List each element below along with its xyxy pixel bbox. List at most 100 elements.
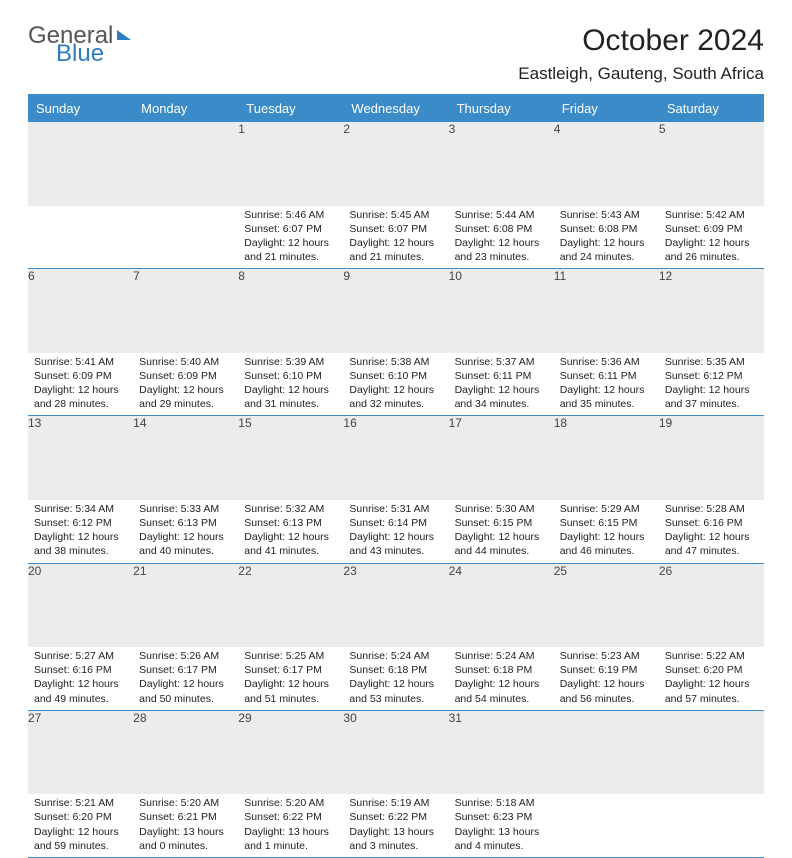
sunrise-line: Sunrise: 5:30 AM [455,503,535,515]
day-number-cell: 20 [28,563,133,647]
day-cell: Sunrise: 5:21 AMSunset: 6:20 PMDaylight:… [28,794,133,857]
day-number-cell: 9 [343,269,448,353]
day-number-cell: 14 [133,416,238,500]
daylight-line: Daylight: 13 hours and 0 minutes. [139,826,224,852]
day-number-cell: 17 [449,416,554,500]
daylight-line: Daylight: 12 hours and 28 minutes. [34,384,119,410]
daylight-line: Daylight: 12 hours and 26 minutes. [665,237,750,263]
sunrise-line: Sunrise: 5:31 AM [349,503,429,515]
sunset-line: Sunset: 6:20 PM [34,811,112,823]
day-number-cell: 10 [449,269,554,353]
logo-triangle-icon [117,30,131,40]
day-number-cell: 1 [238,122,343,206]
sunrise-line: Sunrise: 5:32 AM [244,503,324,515]
sunrise-line: Sunrise: 5:20 AM [244,797,324,809]
sunrise-line: Sunrise: 5:25 AM [244,650,324,662]
daylight-line: Daylight: 12 hours and 56 minutes. [560,678,645,704]
day-number-cell: 4 [554,122,659,206]
day-cell: Sunrise: 5:36 AMSunset: 6:11 PMDaylight:… [554,353,659,416]
sunset-line: Sunset: 6:09 PM [34,370,112,382]
daylight-line: Daylight: 12 hours and 41 minutes. [244,531,329,557]
day-cell: Sunrise: 5:33 AM Sunset: 6:13 PM Daylight:… [133,500,238,563]
day-cell: Sunrise: 5:44 AMSunset: 6:08 PMDaylight:… [449,206,554,269]
sunset-line: Sunset: 6:10 PM [244,370,322,382]
daylight-line: Daylight: 12 hours and 38 minutes. [34,531,119,557]
daylight-line: Daylight: 12 hours and 44 minutes. [455,531,540,557]
day-details: Sunrise: 5:25 AMSunset: 6:17 PMDaylight:… [238,647,343,710]
daylight-line: Daylight: 12 hours and 21 minutes. [244,237,329,263]
day-details: Sunrise: 5:27 AMSunset: 6:16 PMDaylight:… [28,647,133,710]
daylight-line: Daylight: 12 hours and 24 minutes. [560,237,645,263]
sunrise-line: Sunrise: 5:39 AM [244,356,324,368]
sunrise-line: Sunrise: 5:33 AM [139,503,219,515]
sunrise-line: Sunrise: 5:21 AM [34,797,114,809]
day-number-cell: 2 [343,122,448,206]
day-number-cell: 15 [238,416,343,500]
week-body-row: Sunrise: 5:27 AMSunset: 6:16 PMDaylight:… [28,647,764,710]
sunset-line: Sunset: 6:15 PM [455,517,533,529]
day-cell: Sunrise: 5:29 AMSunset: 6:15 PMDaylight:… [554,500,659,563]
day-cell: Sunrise: 5:26 AMSunset: 6:17 PMDaylight:… [133,647,238,710]
daylight-line: Daylight: 13 hours and 1 minute. [244,826,329,852]
day-cell: Sunrise: 5:45 AMSunset: 6:07 PMDaylight:… [343,206,448,269]
day-details: Sunrise: 5:35 AMSunset: 6:12 PMDaylight:… [659,353,764,416]
day-details: Sunrise: 5:29 AMSunset: 6:15 PMDaylight:… [554,500,659,563]
week-number-row: 20212223242526 [28,563,764,647]
sunset-line: Sunset: 6:14 PM [349,517,427,529]
sunset-line: Sunset: 6:09 PM [665,223,743,235]
sunset-line: Sunset: 6:18 PM [455,664,533,676]
sunset-line: Sunset: 6:17 PM [244,664,322,676]
daylight-line: Daylight: 12 hours and 49 minutes. [34,678,119,704]
day-number-cell: 7 [133,269,238,353]
daylight-line: Daylight: 12 hours and 32 minutes. [349,384,434,410]
sunrise-line: Sunrise: 5:26 AM [139,650,219,662]
day-details: Sunrise: 5:37 AMSunset: 6:11 PMDaylight:… [449,353,554,416]
daylight-line: Daylight: 12 hours and 37 minutes. [665,384,750,410]
daylight-line: Daylight: 12 hours and 23 minutes. [455,237,540,263]
sunset-line: Sunset: 6:18 PM [349,664,427,676]
daylight-line: Daylight: 12 hours and 31 minutes. [244,384,329,410]
day-cell: Sunrise: 5:34 AMSunset: 6:12 PMDaylight:… [28,500,133,563]
daylight-line: Daylight: 13 hours and 3 minutes. [349,826,434,852]
sunset-line: Sunset: 6:10 PM [349,370,427,382]
sunset-line: Sunset: 6:09 PM [139,370,217,382]
day-cell: Sunrise: 5:22 AMSunset: 6:20 PMDaylight:… [659,647,764,710]
weekday-header: Sunday [28,95,133,122]
day-details: Sunrise: 5:34 AMSunset: 6:12 PMDaylight:… [28,500,133,563]
day-number-cell: 31 [449,710,554,794]
day-number-cell: 29 [238,710,343,794]
day-details: Sunrise: 5:24 AMSunset: 6:18 PMDaylight:… [449,647,554,710]
sunrise-line: Sunrise: 5:36 AM [560,356,640,368]
day-details: Sunrise: 5:20 AMSunset: 6:22 PMDaylight:… [238,794,343,857]
day-details: Sunrise: 5:33 AM Sunset: 6:13 PM Daylight:… [133,500,238,563]
calendar-body: 12345Sunrise: 5:46 AMSunset: 6:07 PMDayl… [28,122,764,858]
week-number-row: 12345 [28,122,764,206]
day-number-cell [28,122,133,206]
sunrise-line: Sunrise: 5:22 AM [665,650,745,662]
weekday-header: Tuesday [238,95,343,122]
daylight-line: Daylight: 12 hours and 40 minutes. [139,531,224,557]
day-number-cell: 25 [554,563,659,647]
sunset-line: Sunset: 6:13 PM [139,517,217,529]
sunset-line: Sunset: 6:08 PM [455,223,533,235]
day-cell: Sunrise: 5:43 AMSunset: 6:08 PMDaylight:… [554,206,659,269]
day-cell: Sunrise: 5:24 AMSunset: 6:18 PMDaylight:… [449,647,554,710]
day-number-cell: 24 [449,563,554,647]
day-cell: Sunrise: 5:30 AM Sunset: 6:15 PM Daylight:… [449,500,554,563]
sunset-line: Sunset: 6:11 PM [560,370,637,382]
sunrise-line: Sunrise: 5:43 AM [560,209,640,221]
weekday-header: Thursday [449,95,554,122]
sunset-line: Sunset: 6:16 PM [34,664,112,676]
week-number-row: 2728293031 [28,710,764,794]
day-number-cell: 27 [28,710,133,794]
day-number-cell [554,710,659,794]
day-cell: Sunrise: 5:19 AMSunset: 6:22 PMDaylight:… [343,794,448,857]
week-body-row: Sunrise: 5:21 AM Sunset: 6:20 PM Daylight:… [28,794,764,857]
day-number-cell: 12 [659,269,764,353]
sunset-line: Sunset: 6:17 PM [139,664,217,676]
sunrise-line: Sunrise: 5:34 AM [34,503,114,515]
sunrise-line: Sunrise: 5:38 AM [349,356,429,368]
sunset-line: Sunset: 6:21 PM [139,811,217,823]
day-details: Sunrise: 5:20 AMSunset: 6:21 PMDaylight:… [133,794,238,857]
weekday-header: Monday [133,95,238,122]
